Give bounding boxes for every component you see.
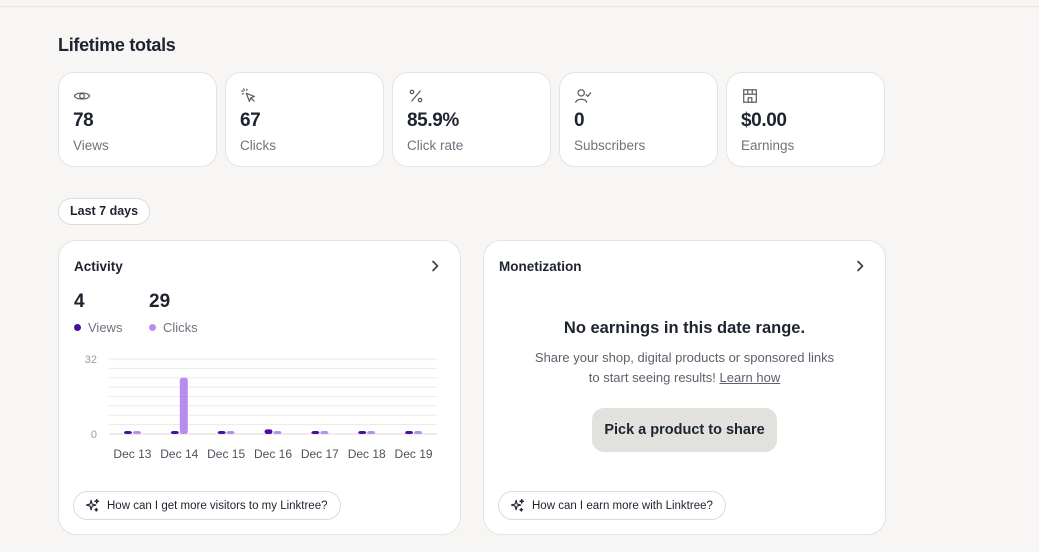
bar-views-dec-13 [123, 431, 132, 434]
bar-clicks-dec-17 [320, 431, 329, 434]
page-title: Lifetime totals [58, 35, 176, 55]
clicks-legend-dot [149, 324, 156, 331]
stat-card-views: 78 Views [58, 72, 217, 167]
stat-label: Earnings [741, 138, 795, 153]
stat-card-click-rate: 85.9% Click rate [392, 72, 551, 167]
x-tick-label: Dec 16 [254, 447, 292, 461]
activity-panel: Activity 4 Views 29 Clicks 32 0 Dec 13 Dec … [58, 240, 461, 535]
stat-value: 78 [73, 110, 94, 131]
ask-visitors-button[interactable]: How can I get more visitors to my Linktr… [73, 491, 341, 520]
clicks-legend-label: Clicks [163, 320, 198, 335]
stat-value: $0.00 [741, 110, 787, 131]
chevron-right-icon[interactable] [853, 258, 867, 274]
views-total: 4 [74, 291, 85, 312]
y-tick-label: 32 [85, 354, 97, 366]
percent-icon [409, 89, 423, 103]
chevron-right-icon[interactable] [428, 258, 442, 274]
sparkle-icon [85, 498, 100, 512]
stat-card-subscribers: 0 Subscribers [559, 72, 718, 167]
eye-icon [73, 92, 91, 100]
clicks-total: 29 [149, 291, 171, 312]
store-icon [743, 89, 757, 103]
bar-clicks-dec-15 [226, 431, 235, 434]
stat-label: Views [73, 138, 109, 153]
ask-earn-label: How can I earn more with Linktree? [532, 499, 713, 512]
views-legend-dot [74, 324, 81, 331]
activity-chart: 32 0 Dec 13 Dec 14 Dec 15 Dec 16 Dec 17 Dec 18 D… [85, 354, 437, 461]
stat-label: Clicks [240, 138, 276, 153]
monetization-panel: Monetization No earnings in this date ra… [483, 240, 886, 535]
x-tick-label: Dec 14 [160, 447, 198, 461]
ask-visitors-label: How can I get more visitors to my Linktr… [107, 499, 328, 512]
stat-card-earnings: $0.00 Earnings [726, 72, 885, 167]
lifetime-stats: 78 Views 67 Clicks 85.9% Click rate 0 Su… [58, 72, 885, 167]
x-tick-label: Dec 15 [207, 447, 245, 461]
sparkle-icon [510, 498, 525, 512]
x-tick-label: Dec 19 [395, 447, 433, 461]
y-tick-label: 0 [91, 429, 97, 441]
user-check-icon [575, 89, 592, 103]
views-metric: 4 Views [74, 291, 122, 335]
ask-earn-button[interactable]: How can I earn more with Linktree? [498, 491, 726, 520]
empty-state-description: Share your shop, digital products or spo… [532, 348, 837, 387]
stat-value: 0 [574, 110, 585, 131]
top-divider [0, 6, 1039, 7]
bar-clicks-dec-13 [132, 431, 141, 434]
stat-value: 85.9% [407, 110, 459, 131]
bar-views-dec-18 [358, 431, 367, 434]
bar-clicks-dec-19 [414, 431, 423, 434]
bar-views-dec-17 [311, 431, 320, 434]
bar-views-dec-19 [405, 431, 414, 434]
stat-label: Subscribers [574, 138, 646, 153]
bar-clicks-dec-18 [367, 431, 376, 434]
stat-card-clicks: 67 Clicks [225, 72, 384, 167]
bar-clicks-dec-16 [273, 431, 282, 434]
views-legend-label: Views [88, 320, 123, 335]
x-tick-label: Dec 17 [301, 447, 339, 461]
monetization-title: Monetization [499, 259, 582, 274]
empty-state-text: Share your shop, digital products or spo… [534, 350, 835, 385]
bar-clicks-dec-14 [179, 377, 188, 434]
date-range-selector[interactable]: Last 7 days [58, 198, 151, 225]
pick-product-button[interactable]: Pick a product to share [592, 408, 777, 452]
views-legend: Views [74, 320, 122, 335]
cursor-click-icon [241, 88, 256, 103]
bar-views-dec-16 [264, 429, 273, 434]
empty-state-title: No earnings in this date range. [563, 319, 806, 337]
activity-title: Activity [74, 259, 123, 274]
clicks-legend: Clicks [149, 320, 198, 335]
stat-value: 67 [240, 110, 261, 131]
x-tick-label: Dec 18 [348, 447, 386, 461]
learn-how-link[interactable]: Learn how [719, 369, 781, 385]
clicks-metric: 29 Clicks [149, 291, 198, 335]
bar-views-dec-15 [217, 431, 226, 434]
bar-views-dec-14 [170, 431, 179, 434]
x-tick-label: Dec 13 [113, 447, 151, 461]
stat-label: Click rate [407, 138, 464, 153]
